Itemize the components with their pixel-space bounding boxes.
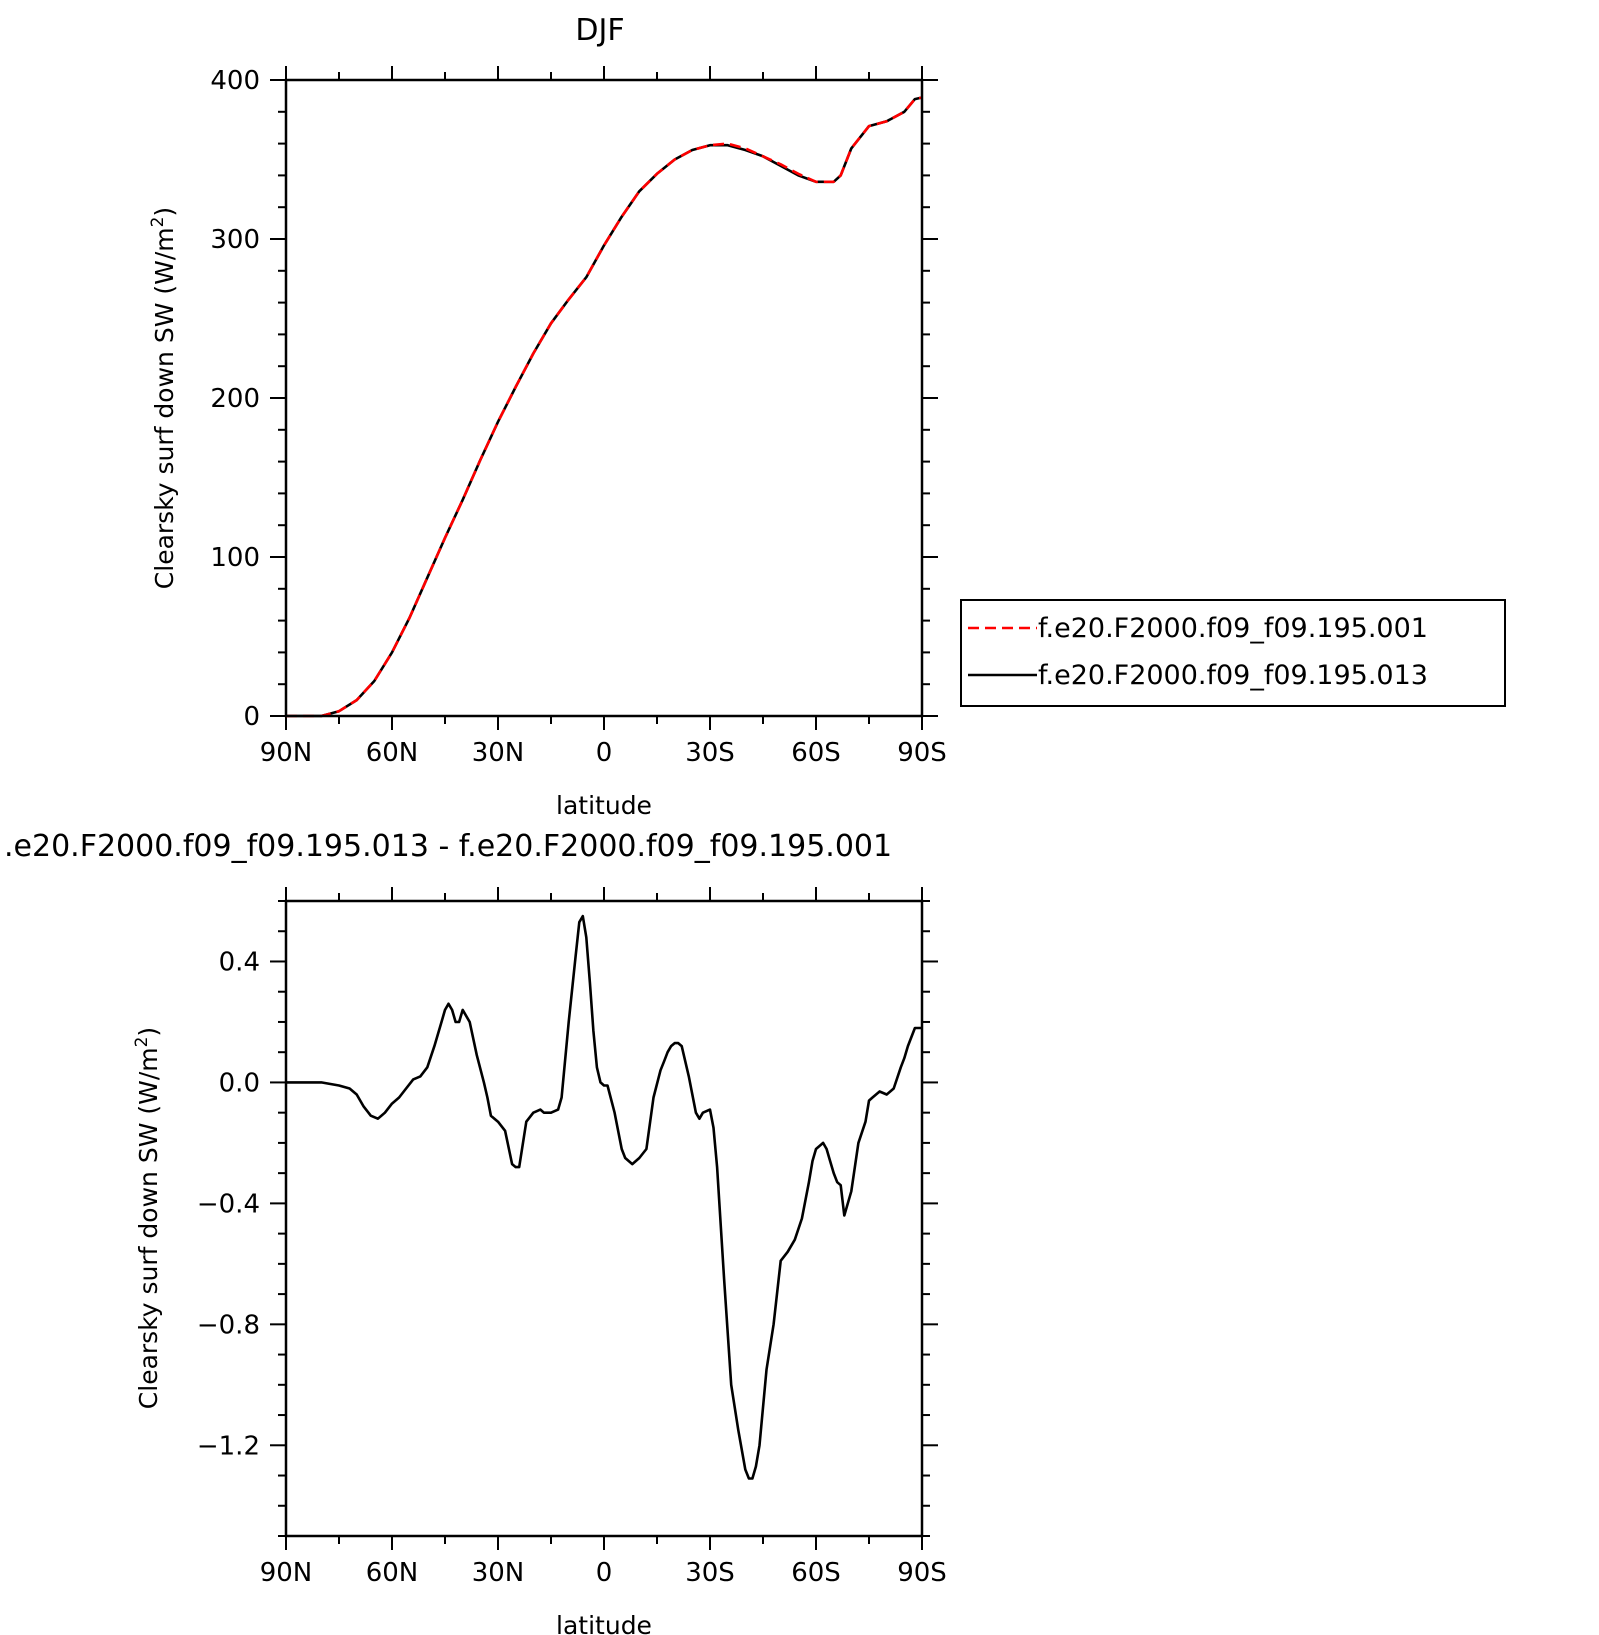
top-chart: DJF 0 100 200 300 400 90N 60N 30N 0 30S 60S 90S la… (148, 13, 1506, 820)
legend-label-series-013: f.e20.F2000.f09_f09.195.013 (1038, 660, 1428, 691)
top-series-line-0 (286, 96, 923, 718)
bot-x-tick-label: 0 (596, 1558, 613, 1588)
bottom-chart: .e20.F2000.f09_f09.195.013 - f.e20.F2000… (4, 829, 947, 1635)
bottom-y-axis-label-main: Clearsky surf down SW (W/m (134, 1047, 163, 1409)
top-series-line-1 (286, 96, 923, 718)
top-y-tick-label: 300 (210, 225, 260, 255)
bot-y-tick-label: 0.0 (219, 1068, 260, 1098)
top-x-tick-label: 0 (596, 738, 613, 768)
top-y-tick-labels: 0 100 200 300 400 (210, 66, 260, 732)
top-tick-marks (270, 66, 938, 730)
legend-box (960, 599, 1506, 707)
top-series-lines (286, 96, 923, 718)
bot-y-tick-label: 0.4 (219, 947, 260, 977)
bottom-y-axis-label-superscript: 2 (132, 1037, 152, 1048)
top-x-tick-label: 90N (260, 738, 313, 768)
top-x-tick-label: 30N (472, 738, 525, 768)
legend: f.e20.F2000.f09_f09.195.001 f.e20.F2000.… (960, 599, 1506, 707)
bot-x-tick-label: 60N (366, 1558, 419, 1588)
top-x-tick-label: 30S (685, 738, 735, 768)
bot-y-tick-label: −0.4 (197, 1189, 260, 1219)
bot-x-tick-label: 90S (897, 1558, 947, 1588)
top-x-tick-label: 90S (897, 738, 947, 768)
top-y-axis-label-close: ) (150, 207, 179, 217)
bottom-series-lines (286, 914, 922, 1480)
bottom-y-axis-label-close: ) (134, 1027, 163, 1037)
bottom-y-axis-label: Clearsky surf down SW (W/m2) (132, 1027, 163, 1409)
bot-x-tick-label: 60S (791, 1558, 841, 1588)
top-x-axis-label: latitude (556, 791, 652, 820)
top-y-tick-label: 200 (210, 384, 260, 414)
top-x-tick-labels: 90N 60N 30N 0 30S 60S 90S (260, 738, 947, 768)
bottom-tick-marks (270, 887, 938, 1550)
top-y-axis-label-superscript: 2 (148, 217, 168, 228)
top-y-tick-label: 100 (210, 543, 260, 573)
top-y-tick-label: 400 (210, 66, 260, 96)
top-x-tick-label: 60N (366, 738, 419, 768)
top-chart-title: DJF (575, 13, 624, 48)
legend-label-series-001: f.e20.F2000.f09_f09.195.001 (1038, 613, 1428, 644)
bottom-plot-frame (284, 899, 924, 1538)
top-y-tick-label: 0 (243, 702, 260, 732)
bot-x-tick-label: 30N (472, 1558, 525, 1588)
bottom-y-tick-labels: 0.4 0.0 −0.4 −0.8 −1.2 (197, 947, 260, 1461)
bot-y-tick-label: −1.2 (197, 1431, 260, 1461)
top-y-axis-label: Clearsky surf down SW (W/m2) (148, 207, 179, 589)
bottom-chart-title: .e20.F2000.f09_f09.195.013 - f.e20.F2000… (4, 829, 892, 864)
bot-y-tick-label: −0.8 (197, 1310, 260, 1340)
bot-series-line-0 (286, 914, 922, 1480)
top-plot-frame (284, 78, 924, 718)
bottom-x-tick-labels: 90N 60N 30N 0 30S 60S 90S (260, 1558, 947, 1588)
top-x-tick-label: 60S (791, 738, 841, 768)
bottom-x-axis-label: latitude (556, 1611, 652, 1635)
top-y-axis-label-main: Clearsky surf down SW (W/m (150, 227, 179, 589)
bot-x-tick-label: 30S (685, 1558, 735, 1588)
bot-x-tick-label: 90N (260, 1558, 313, 1588)
